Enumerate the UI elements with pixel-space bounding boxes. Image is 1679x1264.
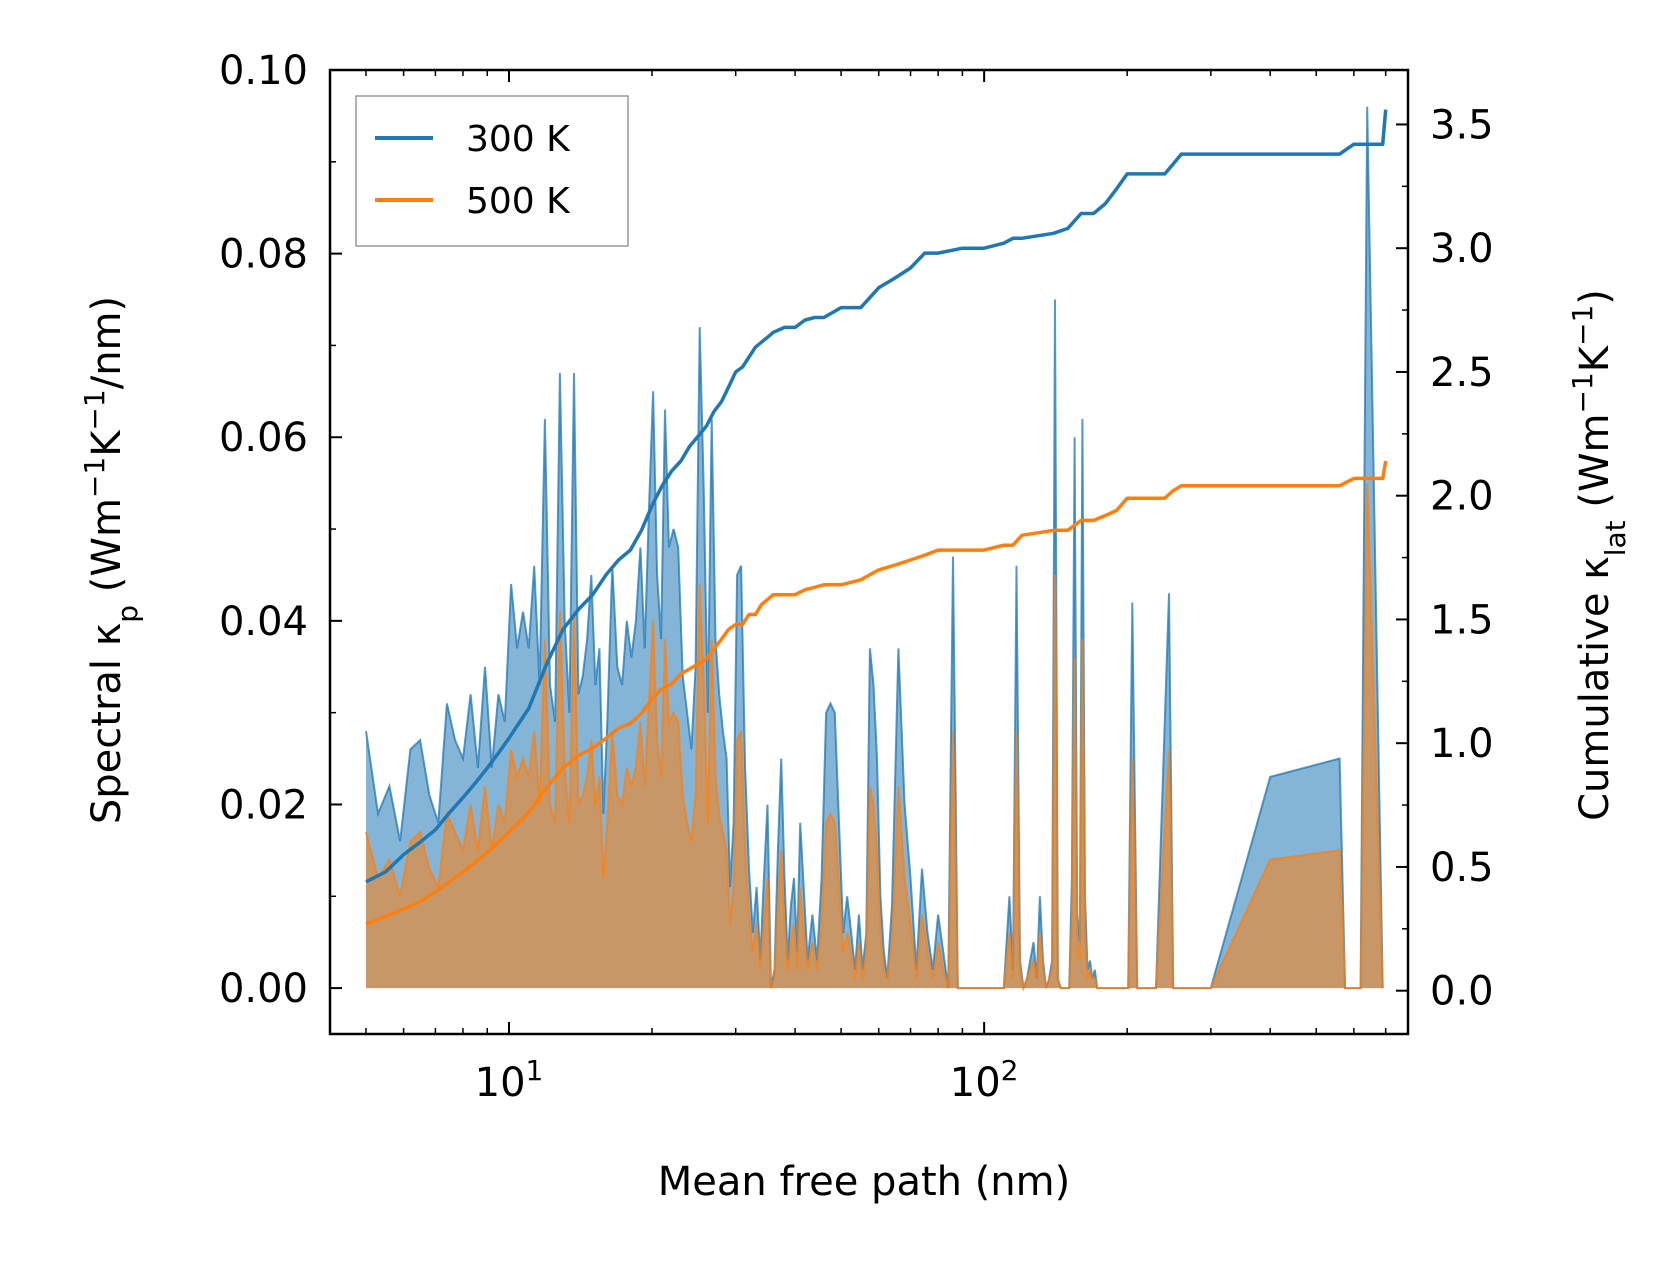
spectral-line-500k — [365, 483, 1384, 992]
legend-label-300k: 300 K — [466, 119, 571, 160]
x-tick-label: 102 — [950, 1054, 1019, 1107]
spectral-fill-layer — [366, 106, 1383, 989]
y-right-tick-label: 0.5 — [1430, 845, 1494, 891]
tick-layer: 0.00 0.02 0.04 0.06 0.08 0.10 0.0 0.5 1.0 1.5 2.0 2… — [219, 48, 1494, 1034]
y-left-tick-label: 0.06 — [219, 415, 308, 461]
y-right-tick-label: 1.0 — [1430, 721, 1494, 767]
legend: 300 K 500 K — [355, 95, 629, 247]
y-left-axis-label: Spectral κp (Wm−1K−1/nm) — [78, 296, 144, 824]
y-left-tick-label: 0.10 — [219, 48, 308, 94]
legend-label-500k: 500 K — [466, 181, 571, 222]
legend-box — [355, 95, 629, 247]
spectral-line-layer — [365, 106, 1384, 992]
y-right-tick-label: 2.0 — [1430, 474, 1494, 520]
y-left-tick-label: 0.02 — [219, 782, 308, 828]
y-left-tick-label: 0.04 — [219, 599, 308, 645]
cumulative-line-300k — [365, 109, 1388, 884]
y-right-tick-label: 2.5 — [1430, 350, 1494, 396]
x-axis-label: Mean free path (nm) — [658, 1159, 1070, 1205]
y-left-tick-label: 0.00 — [219, 966, 308, 1012]
y-right-tick-label: 0.0 — [1430, 969, 1494, 1015]
y-right-tick-label: 3.5 — [1430, 102, 1494, 148]
cumulative-line-layer — [365, 109, 1388, 926]
y-right-axis-label: Cumulative κlat (Wm−1K−1) — [1566, 289, 1632, 821]
plot-frame — [328, 68, 1410, 1036]
y-right-tick-label: 1.5 — [1430, 597, 1494, 643]
y-left-tick-label: 0.08 — [219, 232, 308, 278]
y-right-tick-label: 3.0 — [1430, 226, 1494, 272]
spectral-fill-300k — [366, 106, 1383, 989]
cumulative-line-500k — [365, 460, 1388, 926]
x-tick-label: 101 — [475, 1054, 544, 1107]
spectral-fill-500k — [366, 483, 1383, 989]
